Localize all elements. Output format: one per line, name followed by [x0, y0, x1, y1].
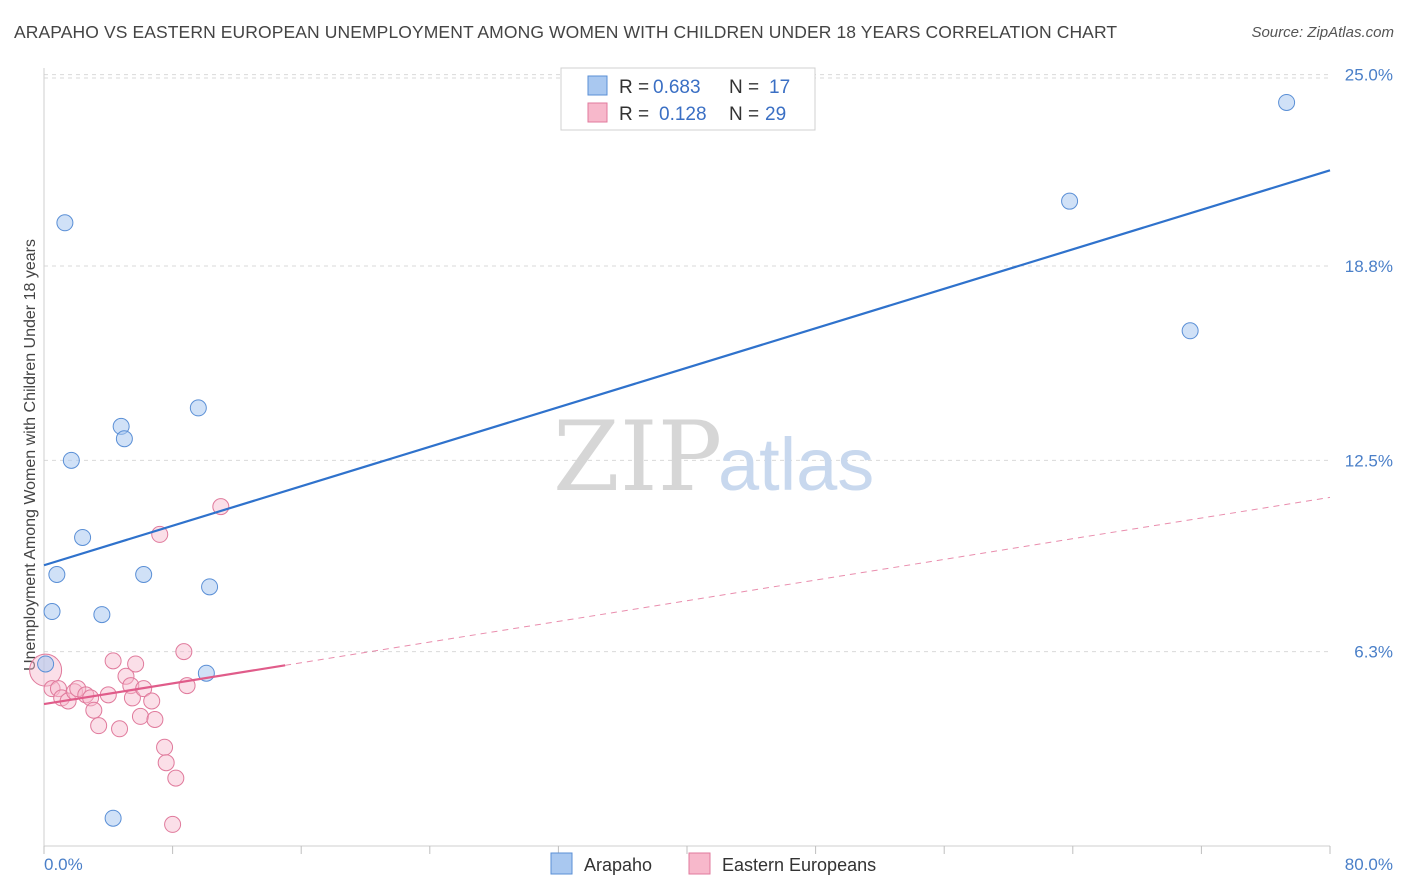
arapaho-point [1278, 93, 1296, 111]
eastern-trend-line-dashed [285, 496, 1331, 666]
chart-title: ARAPAHO VS EASTERN EUROPEAN UNEMPLOYMENT… [14, 22, 1118, 42]
arapaho-point [201, 578, 219, 596]
legend-swatch-eastern [587, 102, 608, 123]
arapaho-point [93, 606, 111, 624]
eastern-point [111, 720, 129, 738]
arapaho-point [1181, 322, 1199, 340]
stats-legend: R = 0.683 N = 17 R = 0.128 N = 29 [560, 67, 816, 131]
eastern-point [117, 667, 135, 685]
legend-r-label-eastern: R = [619, 104, 649, 125]
legend-n-label-eastern: N = [729, 104, 759, 125]
arapaho-point [115, 430, 133, 448]
y-tick-labels: 6.3% 12.5% 18.8% 25.0% [1345, 66, 1393, 662]
watermark-zip: ZIP [553, 401, 722, 513]
eastern-point [157, 754, 175, 772]
x-tick-label-max: 80.0% [1345, 855, 1393, 874]
legend-r-label-arapaho: R = [619, 77, 649, 98]
arapaho-point [43, 603, 61, 621]
y-tick-label: 6.3% [1354, 643, 1393, 662]
x-tick-label-min: 0.0% [44, 855, 83, 874]
legend-swatch-arapaho [587, 75, 608, 96]
eastern-point [131, 707, 149, 725]
x-axis-ticks [43, 846, 1331, 854]
eastern-point [143, 692, 161, 710]
grid-lines [44, 74, 1330, 653]
y-tick-label: 25.0% [1345, 66, 1393, 85]
bottom-legend-swatch-arapaho [550, 852, 573, 875]
y-tick-label: 18.8% [1345, 257, 1393, 276]
legend-r-value-arapaho: 0.683 [653, 77, 701, 98]
bottom-legend-swatch-eastern [688, 852, 711, 875]
eastern-point [49, 680, 67, 698]
arapaho-point [1061, 192, 1079, 210]
eastern-trend-line-solid [43, 664, 286, 706]
legend-r-value-eastern: 0.128 [659, 104, 707, 125]
eastern-point [164, 815, 182, 833]
bottom-legend-label-arapaho: Arapaho [584, 855, 652, 875]
bottom-legend-label-eastern: Eastern Europeans [722, 855, 876, 875]
watermark-atlas: atlas [718, 423, 874, 506]
eastern-point [127, 655, 145, 673]
eastern-point [146, 711, 164, 729]
arapaho-trend-line [43, 169, 1331, 567]
legend-n-value-eastern: 29 [765, 104, 786, 125]
series-legend: Arapaho Eastern Europeans [550, 852, 876, 875]
series-arapaho [37, 93, 1296, 827]
arapaho-point [56, 214, 74, 232]
eastern-point [104, 652, 122, 670]
chart-source: Source: ZipAtlas.com [1251, 24, 1394, 41]
legend-n-value-arapaho: 17 [769, 77, 790, 98]
eastern-point [156, 738, 174, 756]
arapaho-point [104, 809, 122, 827]
y-tick-label: 12.5% [1345, 451, 1393, 470]
trend-lines [43, 169, 1331, 706]
arapaho-point [74, 528, 92, 546]
eastern-point [85, 701, 103, 719]
series-eastern-europeans [29, 498, 230, 833]
eastern-point [167, 769, 185, 787]
arapaho-point [189, 399, 207, 417]
y-axis-label: Unemployment Among Women with Children U… [22, 239, 39, 671]
legend-n-label-arapaho: N = [729, 77, 759, 98]
arapaho-point [135, 565, 153, 583]
arapaho-point [37, 655, 55, 673]
arapaho-point [48, 565, 66, 583]
eastern-point [175, 643, 193, 661]
arapaho-point [62, 451, 80, 469]
eastern-point [90, 717, 108, 735]
